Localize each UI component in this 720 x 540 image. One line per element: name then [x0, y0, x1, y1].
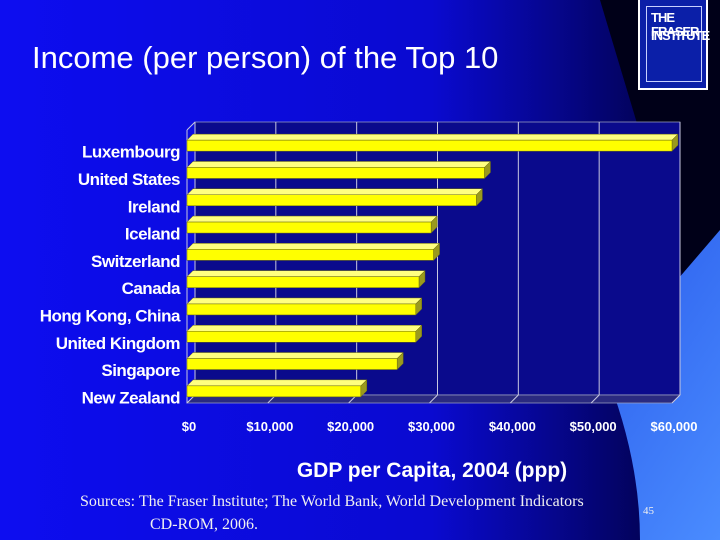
bar	[186, 242, 441, 261]
grid-line-floor	[590, 394, 600, 404]
category-label: Ireland	[128, 197, 180, 216]
fraser-institute-logo: THE FRASER INSTITUTE	[638, 0, 710, 90]
category-label: Iceland	[125, 225, 180, 244]
bars	[186, 133, 679, 398]
logo-text-line-1: THE FRASER	[651, 10, 699, 39]
grid-line-floor	[429, 394, 438, 404]
grid-line-floor	[671, 394, 681, 404]
x-tick-label: $50,000	[570, 419, 617, 434]
bar	[186, 215, 438, 234]
category-label: United Kingdom	[56, 334, 181, 353]
bar	[186, 297, 423, 316]
page-number: 45	[643, 505, 654, 517]
bar	[186, 133, 679, 152]
x-tick-label: $20,000	[327, 419, 374, 434]
sources-line-2: CD-ROM, 2006.	[150, 516, 259, 533]
bar	[186, 160, 492, 180]
category-label: Singapore	[101, 361, 180, 380]
x-tick-label: $60,000	[651, 419, 698, 434]
category-label: Luxembourg	[82, 143, 180, 162]
bar	[186, 351, 404, 371]
sources-line-1: Sources: The Fraser Institute; The World…	[80, 493, 584, 510]
x-tick-label: $30,000	[408, 419, 455, 434]
bar	[186, 270, 426, 289]
category-label: Switzerland	[91, 252, 180, 271]
bar	[186, 188, 483, 207]
logo-frame: THE FRASER INSTITUTE	[646, 6, 710, 82]
x-tick-labels: $0 $10,000 $20,000 $30,000 $40,000 $50,000 $60…	[182, 419, 698, 434]
grid-line-floor	[509, 394, 519, 404]
category-label: Canada	[122, 279, 181, 298]
category-labels: Luxembourg United States Ireland Iceland Swi…	[40, 143, 182, 408]
logo-text-line-2: INSTITUTE	[651, 28, 710, 43]
category-label: New Zealand	[82, 388, 181, 407]
slide-title: Income (per person) of the Top 10	[32, 40, 499, 75]
bar	[186, 379, 368, 398]
bar	[186, 324, 423, 343]
x-axis-label: GDP per Capita, 2004 (ppp)	[297, 459, 567, 482]
x-tick-label: $10,000	[246, 419, 293, 434]
category-label: United States	[78, 170, 180, 189]
x-tick-label: $40,000	[489, 419, 536, 434]
x-tick-label: $0	[182, 419, 196, 434]
category-label: Hong Kong, China	[40, 306, 181, 325]
sources-note: Sources: The Fraser Institute; The World…	[80, 490, 584, 536]
